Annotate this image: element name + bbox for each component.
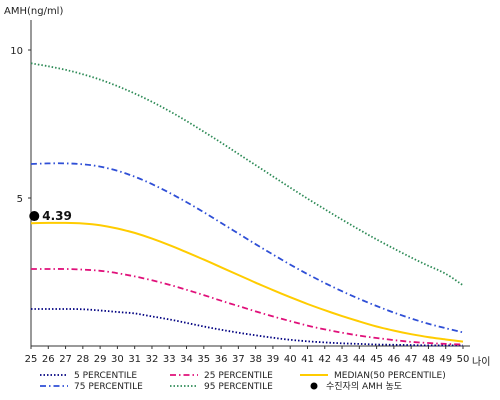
series-lines bbox=[30, 62, 464, 347]
x-tick-label: 45 bbox=[370, 354, 383, 365]
x-tick-label: 49 bbox=[439, 354, 452, 365]
x-tick-label: 26 bbox=[42, 354, 55, 365]
y-axis-label: AMH(ng/ml) bbox=[4, 6, 63, 17]
y-tick-label: 5 bbox=[17, 194, 23, 205]
x-tick-label: 44 bbox=[353, 354, 366, 365]
x-tick-label: 25 bbox=[25, 354, 38, 365]
patient-point-label: 4.39 bbox=[42, 209, 72, 223]
legend-label: MEDIAN(50 PERCENTILE) bbox=[334, 371, 446, 381]
series-line-5-percentile bbox=[31, 308, 463, 347]
series-line-25-percentile bbox=[31, 268, 464, 346]
legend-label: 95 PERCENTILE bbox=[204, 382, 273, 392]
x-tick-label: 42 bbox=[318, 354, 331, 365]
x-tick-label: 43 bbox=[336, 354, 349, 365]
x-tick-label: 28 bbox=[76, 354, 89, 365]
y-tick-labels: 5 10 bbox=[10, 46, 31, 205]
legend-patient-marker bbox=[310, 382, 318, 390]
x-tick-label: 38 bbox=[249, 354, 262, 365]
x-tick-label: 37 bbox=[232, 354, 245, 365]
x-tick-label: 31 bbox=[128, 354, 141, 365]
x-axis-label: 나이 bbox=[472, 356, 490, 368]
x-tick-label: 36 bbox=[215, 354, 228, 365]
series-line-75-percentile bbox=[30, 162, 464, 334]
x-tick-label: 39 bbox=[267, 354, 280, 365]
x-tick-labels: 25 26 27 28 29 30 31 32 33 34 35 36 37 38 39 40 41 42 43 44… bbox=[25, 346, 470, 365]
legend: 5 PERCENTILE 25 PERCENTILE MEDIAN(50 PERCE… bbox=[40, 371, 446, 392]
patient-point-marker bbox=[29, 211, 40, 222]
x-tick-label: 48 bbox=[422, 354, 435, 365]
y-tick-label: 10 bbox=[10, 46, 23, 57]
x-tick-label: 47 bbox=[405, 354, 418, 365]
x-tick-label: 46 bbox=[388, 354, 401, 365]
x-tick-label: 34 bbox=[180, 354, 193, 365]
legend-label: 5 PERCENTILE bbox=[74, 371, 137, 381]
x-tick-label: 29 bbox=[94, 354, 107, 365]
x-tick-label: 40 bbox=[284, 354, 297, 365]
legend-label: 25 PERCENTILE bbox=[204, 371, 273, 381]
x-tick-label: 32 bbox=[146, 354, 159, 365]
x-tick-label: 27 bbox=[59, 354, 72, 365]
legend-label: 75 PERCENTILE bbox=[74, 382, 143, 392]
x-tick-label: 50 bbox=[457, 354, 470, 365]
x-tick-label: 35 bbox=[197, 354, 210, 365]
series-line-95-percentile bbox=[30, 62, 464, 287]
axes bbox=[30, 20, 470, 347]
x-tick-label: 30 bbox=[111, 354, 124, 365]
x-tick-label: 41 bbox=[301, 354, 314, 365]
x-tick-label: 33 bbox=[163, 354, 176, 365]
series-line-median-50-percentile bbox=[30, 221, 464, 343]
patient-point: 4.39 bbox=[29, 209, 72, 223]
legend-label: 수진자의 AMH 농도 bbox=[326, 381, 402, 392]
